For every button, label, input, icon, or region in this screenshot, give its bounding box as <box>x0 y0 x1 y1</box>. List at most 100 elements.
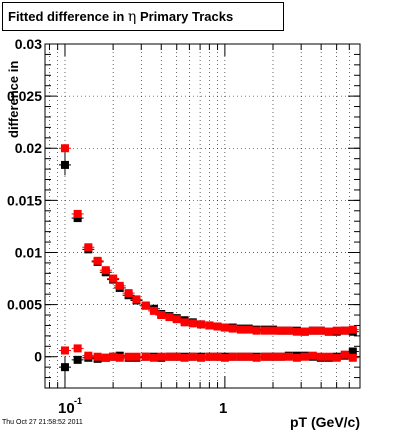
data-point <box>348 353 357 362</box>
x-tick-label-0p1: 10 <box>58 400 75 417</box>
data-point <box>109 274 118 283</box>
data-point <box>332 353 341 362</box>
data-point <box>316 352 325 361</box>
y-tick-label: 0.015 <box>7 192 42 208</box>
data-point <box>213 322 222 331</box>
data-markers <box>58 144 359 380</box>
data-point <box>348 347 357 356</box>
data-point <box>73 209 82 218</box>
data-point <box>73 355 82 364</box>
data-point <box>308 351 317 360</box>
data-point <box>300 352 309 361</box>
title-suffix: Primary Tracks <box>139 9 234 24</box>
data-point <box>124 289 133 298</box>
data-point <box>252 326 261 335</box>
data-point <box>276 352 285 361</box>
data-point <box>101 266 110 275</box>
footer-timestamp: Thu Oct 27 21:58:52 2011 <box>2 419 83 426</box>
data-point <box>205 352 214 361</box>
title-eta-symbol: η <box>127 8 137 25</box>
data-point <box>284 352 293 361</box>
y-tick-label: 0 <box>34 349 42 365</box>
data-point <box>93 352 102 361</box>
data-point <box>84 243 93 252</box>
data-point <box>157 311 166 320</box>
series-1 <box>58 144 359 336</box>
data-point <box>213 352 222 361</box>
data-point <box>188 352 197 361</box>
data-point <box>220 353 229 362</box>
data-point <box>165 352 174 361</box>
data-point <box>236 325 245 334</box>
data-point <box>269 352 278 361</box>
series-0 <box>58 160 359 336</box>
y-tick-label: 0.025 <box>7 88 42 104</box>
data-point <box>132 295 141 304</box>
data-point <box>308 326 317 335</box>
data-point <box>141 301 150 310</box>
y-tick-label: 0.005 <box>7 297 42 313</box>
data-point <box>149 306 158 315</box>
data-point <box>180 318 189 327</box>
data-point <box>244 352 253 361</box>
data-point <box>149 353 158 362</box>
data-point <box>101 353 110 362</box>
grid-lines <box>45 43 361 388</box>
data-point <box>316 326 325 335</box>
data-point <box>188 319 197 328</box>
data-point <box>60 144 69 153</box>
x-tick-label-0p1-exponent: -1 <box>74 396 82 406</box>
data-point <box>141 352 150 361</box>
data-point <box>157 352 166 361</box>
data-point <box>132 352 141 361</box>
data-point <box>124 352 133 361</box>
data-point <box>324 352 333 361</box>
axis-ticks <box>45 43 361 389</box>
data-point <box>109 352 118 361</box>
data-point <box>300 327 309 336</box>
data-point <box>73 344 82 353</box>
data-point <box>236 352 245 361</box>
x-axis-label: pT (GeV/c) <box>290 414 360 430</box>
data-point <box>115 281 124 290</box>
data-point <box>197 320 206 329</box>
data-point <box>252 353 261 362</box>
plot-frame <box>44 43 361 389</box>
data-point <box>205 321 214 330</box>
data-point <box>220 323 229 332</box>
data-point <box>292 327 301 336</box>
data-point <box>73 214 82 223</box>
data-point <box>292 353 301 362</box>
data-point <box>276 326 285 335</box>
x-tick-label-1: 1 <box>219 400 227 417</box>
chart-title: Fitted difference in η Primary Tracks <box>2 2 284 31</box>
data-point <box>348 325 357 334</box>
data-point <box>60 346 69 355</box>
data-point <box>269 326 278 335</box>
data-point <box>324 327 333 336</box>
y-tick-label: 0.03 <box>15 36 42 52</box>
data-point <box>84 351 93 360</box>
data-point <box>340 350 349 359</box>
data-point <box>180 353 189 362</box>
data-point <box>260 326 269 335</box>
data-point <box>115 353 124 362</box>
data-point <box>172 352 181 361</box>
title-prefix: Fitted difference in <box>8 9 125 24</box>
data-point <box>284 326 293 335</box>
y-axis-label: difference in <box>6 61 21 138</box>
data-point <box>228 352 237 361</box>
data-point <box>228 324 237 333</box>
data-point <box>197 353 206 362</box>
data-point <box>332 326 341 335</box>
y-tick-label: 0.01 <box>15 244 42 260</box>
y-tick-labels: 0 0.005 0.01 0.015 0.02 0.025 0.03 <box>7 36 42 365</box>
data-point <box>244 325 253 334</box>
data-point <box>165 313 174 322</box>
data-point <box>172 315 181 324</box>
data-point <box>340 326 349 335</box>
data-point <box>93 256 102 265</box>
y-tick-label: 0.02 <box>15 140 42 156</box>
data-point <box>260 352 269 361</box>
